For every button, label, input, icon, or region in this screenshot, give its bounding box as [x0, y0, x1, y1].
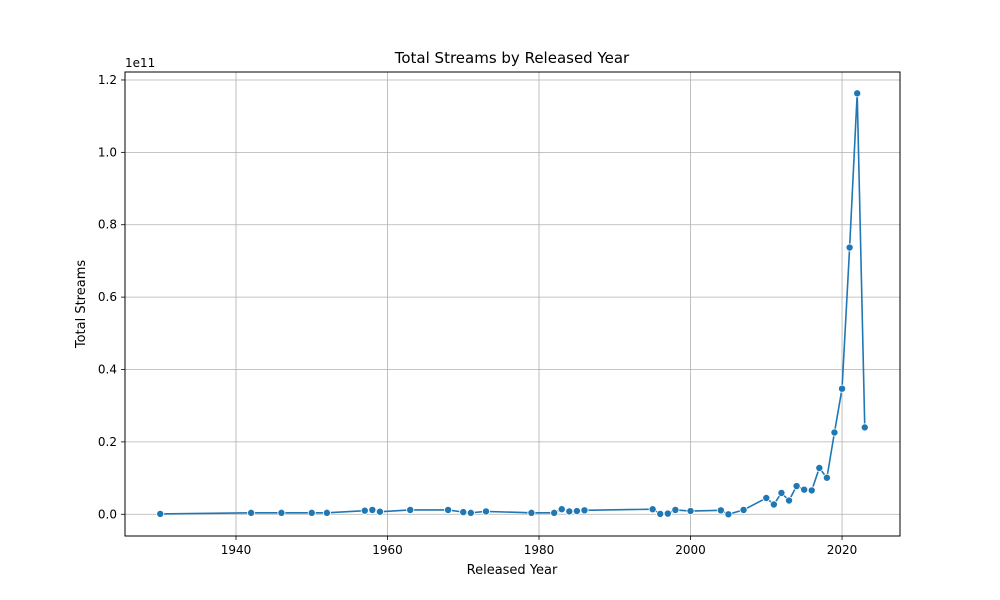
x-tick-label: 1980 — [524, 543, 555, 557]
series-line — [160, 93, 866, 516]
data-point — [785, 496, 794, 505]
data-point — [307, 508, 316, 517]
y-axis-ticks: 0.0 0.2 0.4 0.6 0.8 1.0 1.2 — [98, 73, 125, 521]
data-point — [406, 505, 415, 514]
y-tick-label: 1.2 — [98, 73, 117, 87]
data-point — [360, 506, 369, 515]
chart-title: Total Streams by Released Year — [394, 49, 630, 67]
data-point — [565, 507, 574, 516]
data-point — [716, 506, 725, 515]
data-point — [572, 507, 581, 516]
data-point — [481, 507, 490, 516]
data-point — [277, 508, 286, 517]
data-point — [557, 505, 566, 514]
data-point — [322, 508, 331, 517]
grid-lines — [125, 72, 900, 536]
x-tick-label: 2020 — [827, 543, 858, 557]
data-point — [853, 89, 862, 98]
data-point — [800, 485, 809, 494]
data-point — [762, 493, 771, 502]
x-tick-label: 1960 — [372, 543, 403, 557]
x-axis-label: Released Year — [467, 563, 558, 578]
data-point — [375, 507, 384, 516]
x-tick-label: 2000 — [675, 543, 706, 557]
data-point — [769, 500, 778, 509]
y-tick-label: 0.2 — [98, 435, 117, 449]
data-point — [792, 482, 801, 491]
x-axis-ticks: 1940 1960 1980 2000 2020 — [221, 536, 858, 557]
y-tick-label: 0.4 — [98, 363, 117, 377]
data-point — [156, 509, 165, 518]
series-streams — [156, 89, 869, 519]
data-point — [807, 486, 816, 495]
data-point — [686, 507, 695, 516]
y-tick-label: 0.6 — [98, 290, 117, 304]
data-point — [648, 505, 657, 514]
data-point — [656, 509, 665, 518]
data-point — [550, 508, 559, 517]
y-tick-label: 1.0 — [98, 145, 117, 159]
data-point — [739, 505, 748, 514]
data-point — [822, 473, 831, 482]
data-point — [838, 384, 847, 393]
data-point — [444, 505, 453, 514]
data-point — [860, 423, 869, 432]
data-point — [830, 428, 839, 437]
plot-frame — [124, 71, 901, 537]
data-point — [466, 508, 475, 517]
y-axis-label: Total Streams — [74, 260, 89, 350]
data-point — [580, 506, 589, 515]
data-point — [247, 508, 256, 517]
data-point — [815, 463, 824, 472]
data-point — [845, 243, 854, 252]
y-offset-label: 1e11 — [125, 56, 155, 70]
y-tick-label: 0.0 — [98, 507, 117, 521]
data-point — [368, 505, 377, 514]
x-tick-label: 1940 — [221, 543, 252, 557]
data-point — [724, 510, 733, 519]
data-point — [527, 508, 536, 517]
data-point — [459, 508, 468, 517]
data-point — [671, 505, 680, 514]
y-tick-label: 0.8 — [98, 218, 117, 232]
data-point — [663, 509, 672, 518]
data-point — [777, 488, 786, 497]
